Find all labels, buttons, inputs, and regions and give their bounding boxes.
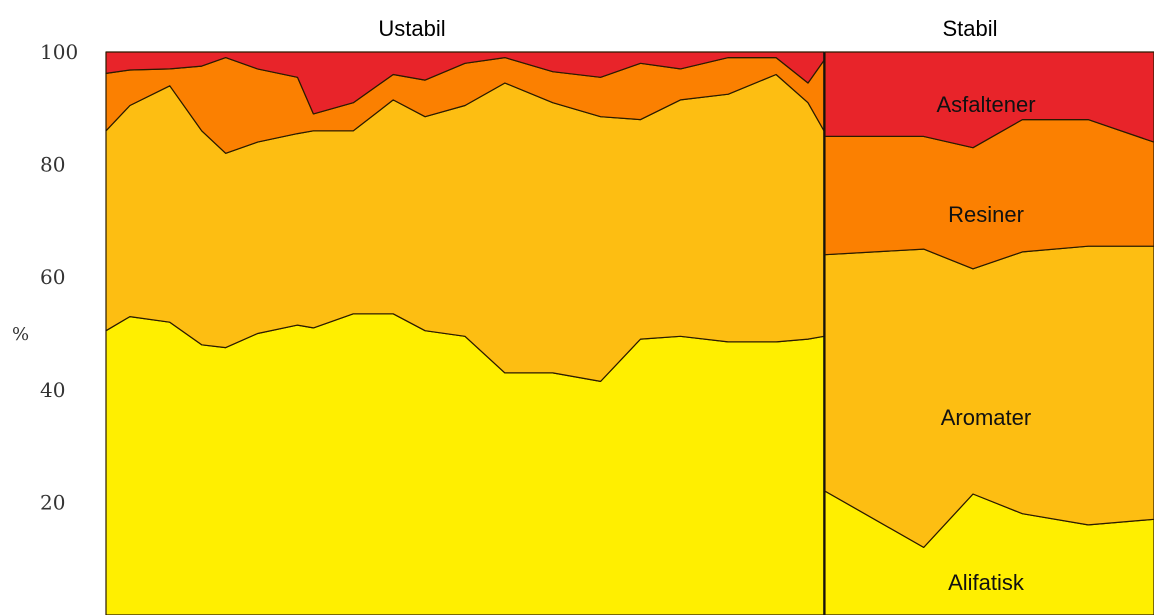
area-asfaltener-stabil	[824, 51, 1154, 149]
y-tick-label: 80	[40, 153, 65, 177]
y-tick-label: 40	[40, 378, 65, 402]
y-tick-label: 100	[40, 40, 78, 64]
y-tick-label: 60	[40, 265, 65, 289]
area-resiner-stabil	[824, 119, 1154, 270]
group-label-stabil: Stabil	[942, 16, 997, 41]
area-alifatisk-ustabil	[105, 313, 825, 615]
y-tick-label: 20	[40, 490, 65, 514]
band-label-aromater: Aromater	[941, 405, 1031, 430]
band-labels: Alifatisk Aromater Resiner Asfaltener	[936, 92, 1035, 595]
group-labels: Ustabil Stabil	[378, 16, 997, 41]
plot-area	[105, 51, 1154, 615]
y-axis-label: %	[12, 324, 29, 345]
band-label-asfaltener: Asfaltener	[936, 92, 1035, 117]
group-label-ustabil: Ustabil	[378, 16, 445, 41]
band-label-resiner: Resiner	[948, 202, 1024, 227]
band-label-alifatisk: Alifatisk	[948, 570, 1025, 595]
y-axis-tick-labels: 20 40 60 80 100	[40, 40, 78, 514]
